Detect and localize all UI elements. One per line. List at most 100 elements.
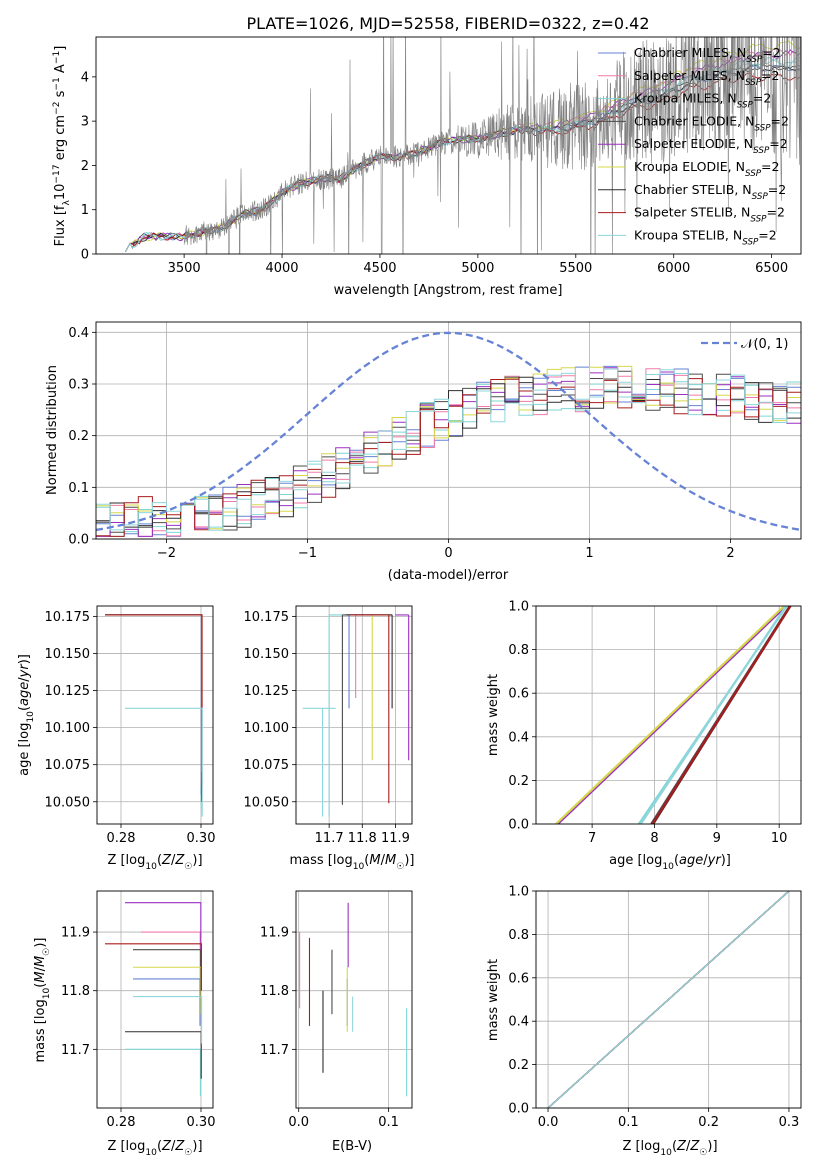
- histogram-6: [96, 365, 801, 530]
- x-tick-label: 0.30: [187, 1115, 216, 1130]
- cumulative-line-8: [651, 606, 792, 824]
- x-tick-label: 0.3: [779, 1115, 800, 1130]
- label-part: −17: [52, 164, 62, 183]
- x-axis-label: E(B-V): [332, 1139, 372, 1154]
- label-part: =2: [768, 182, 786, 197]
- y-tick-label: 3: [81, 115, 89, 130]
- y-tick-label: 0.0: [68, 533, 89, 548]
- label-part: SSP: [754, 123, 771, 133]
- label-part: Z [log: [107, 1139, 145, 1154]
- y-tick-label: 1: [81, 203, 89, 218]
- y-tick-label: 11.7: [61, 1043, 90, 1058]
- label-part: 10: [53, 184, 68, 201]
- y-tick-label: 0.2: [508, 1058, 529, 1073]
- axes-frame: 11.7 11.8 11.9 10.050 10.075 10.100 10.125 10.1…: [244, 605, 415, 872]
- y-tick-label: 0.6: [508, 971, 529, 986]
- label-part: Z: [689, 1139, 700, 1154]
- label-part: SSP: [745, 169, 762, 179]
- label-part: Salpeter MILES, N: [634, 68, 745, 83]
- step-line-7: [105, 614, 203, 799]
- step-line-5: [125, 902, 202, 950]
- plot-area: [299, 902, 408, 1097]
- y-tick-label: 10.175: [244, 610, 290, 625]
- x-tick-label: 2: [726, 546, 734, 561]
- legend-label: Kroupa ELODIE, NSSP=2: [634, 159, 779, 179]
- age-vs-mass-axes: 11.7 11.8 11.9 10.050 10.075 10.100 10.125 10.1…: [244, 605, 415, 872]
- data-spectrum: [183, 37, 801, 254]
- y-tick-label: 10.175: [45, 610, 91, 625]
- label-part: =2: [769, 136, 787, 151]
- y-tick-label: 11.8: [260, 984, 289, 999]
- label-part: Chabrier STELIB, N: [634, 182, 752, 197]
- label-part: SSP: [737, 101, 754, 111]
- step-line-2: [105, 614, 202, 787]
- label-part: −1: [52, 77, 62, 90]
- plot-area: [105, 902, 203, 1097]
- label-part: Z [log: [107, 853, 145, 868]
- step-line-7: [345, 614, 393, 709]
- label-part: Z: [161, 1139, 172, 1154]
- x-axis-label: wavelength [Angstrom, rest frame]: [334, 283, 563, 298]
- label-part: )]: [404, 853, 414, 868]
- plot-area: [96, 331, 801, 537]
- y-tick-label: 10.075: [45, 758, 91, 773]
- y-tick-label: 0.0: [508, 1102, 529, 1117]
- label-part: M: [33, 956, 48, 967]
- label-part: Kroupa ELODIE, N: [634, 159, 745, 174]
- label-part: (: [674, 853, 679, 868]
- x-tick-label: 0.30: [187, 831, 216, 846]
- label-part: =2: [761, 159, 779, 174]
- label-part: SSP: [746, 55, 763, 65]
- y-tick-label: 11.9: [260, 926, 289, 941]
- label-part: −2: [52, 102, 62, 115]
- label-part: Z [log: [622, 1139, 660, 1154]
- y-tick-label: 10.050: [244, 795, 290, 810]
- x-tick-label: 6000: [657, 261, 690, 276]
- label-part: Z: [174, 1139, 185, 1154]
- label-part: =2: [766, 205, 784, 220]
- step-line-6: [105, 614, 203, 773]
- step-line-4: [341, 614, 393, 805]
- y-axis-label: Flux [fλ10−17 erg cm−2 s−1 A−1]: [52, 46, 72, 247]
- legend-label: Salpeter ELODIE, NSSP=2: [634, 136, 788, 156]
- label-part: age [log: [609, 853, 662, 868]
- step-line-8: [105, 614, 203, 790]
- x-tick-label: 4000: [265, 261, 298, 276]
- step-line-9: [302, 707, 336, 817]
- label-part: 10: [145, 1148, 157, 1158]
- step-line-1: [105, 614, 202, 795]
- label-part: /: [17, 677, 32, 682]
- label-part: ☉: [396, 862, 404, 872]
- x-tick-label: 11.8: [348, 831, 377, 846]
- label-part: =2: [753, 91, 771, 106]
- y-tick-label: 10.050: [45, 795, 91, 810]
- step-line-7: [125, 1031, 202, 1079]
- axes-frame: 0.0 0.1 11.7 11.8 11.9 E(B-V): [260, 890, 413, 1154]
- axes-border: [96, 605, 214, 825]
- label-part: )]: [192, 1139, 202, 1154]
- label-part: yr: [17, 663, 32, 679]
- axes-frame: −2 −1 0 1 2 0.0 0.1 0.2 0.3 0.4 𝒩(0, 1) (data-model…: [45, 321, 802, 583]
- step-line-8: [105, 943, 202, 991]
- x-tick-label: 11.7: [315, 831, 344, 846]
- legend-label: Chabrier STELIB, NSSP=2: [634, 182, 786, 202]
- x-tick-label: 8: [650, 831, 658, 846]
- label-part: ☉: [699, 1148, 707, 1158]
- y-tick-label: 11.9: [61, 926, 90, 941]
- y-tick-label: 10.150: [45, 647, 91, 662]
- step-line-8: [349, 614, 390, 804]
- y-tick-label: 0.0: [508, 818, 529, 833]
- mass-vs-ebv-axes: 0.0 0.1 11.7 11.8 11.9 E(B-V): [260, 890, 413, 1154]
- label-part: −1: [52, 51, 62, 64]
- label-part: Flux [f: [53, 205, 68, 246]
- legend-label: Chabrier MILES, NSSP=2: [634, 45, 781, 65]
- x-axis-label: Z [log10(Z/Z☉)]: [107, 1139, 202, 1158]
- label-part: (: [672, 1139, 677, 1154]
- model-line-6: [125, 40, 800, 253]
- step-line-3: [125, 1048, 201, 1097]
- x-tick-label: 6500: [755, 261, 788, 276]
- gridlines: [296, 606, 412, 824]
- axes-border: [96, 890, 214, 1109]
